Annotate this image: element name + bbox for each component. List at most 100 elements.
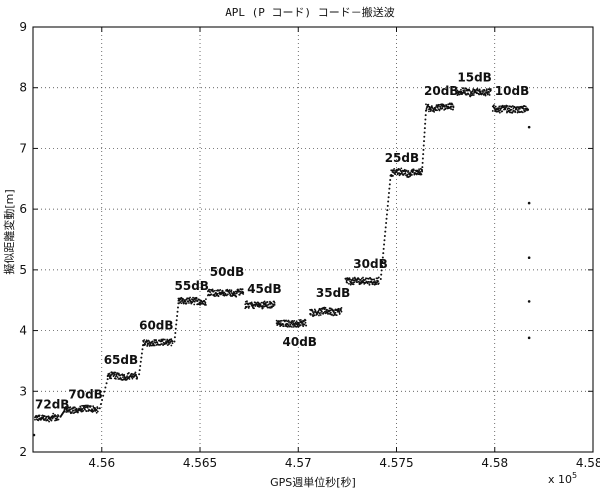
data-point <box>501 110 504 113</box>
data-point <box>286 325 289 328</box>
data-point <box>527 201 531 205</box>
data-point <box>386 204 389 207</box>
data-point <box>524 110 527 112</box>
data-point <box>138 373 141 376</box>
data-point <box>316 313 319 316</box>
data-point <box>176 310 179 313</box>
data-point <box>433 110 436 113</box>
data-point <box>205 298 207 301</box>
data-point <box>527 109 530 111</box>
data-point <box>168 343 170 346</box>
data-point <box>260 301 263 304</box>
data-point <box>309 313 312 316</box>
x-exponent-base: x 10 <box>548 473 572 486</box>
data-point <box>353 276 356 279</box>
annotation-label: 25dB <box>385 151 419 165</box>
data-point <box>452 108 454 111</box>
data-point <box>422 148 425 151</box>
data-point <box>258 305 261 308</box>
data-point <box>431 107 434 109</box>
data-point <box>349 278 352 281</box>
data-point <box>227 293 229 296</box>
data-point <box>292 325 295 328</box>
data-point <box>373 280 376 282</box>
data-point <box>138 369 141 372</box>
data-point <box>123 374 126 377</box>
data-point <box>488 94 491 96</box>
data-point <box>82 409 85 412</box>
data-point <box>238 293 241 296</box>
data-point <box>251 302 254 305</box>
data-point <box>113 373 116 376</box>
data-point <box>191 301 194 304</box>
data-point <box>368 283 371 286</box>
data-point <box>394 173 397 176</box>
data-point <box>422 153 425 156</box>
data-point <box>527 300 531 303</box>
data-point <box>153 344 156 347</box>
data-point <box>177 302 180 305</box>
x-exponent-label: x 105 <box>548 471 577 486</box>
data-point <box>527 336 531 340</box>
data-point <box>102 394 105 397</box>
data-point <box>506 111 508 114</box>
data-point <box>464 91 466 93</box>
data-point <box>479 90 482 93</box>
data-point <box>421 161 424 164</box>
data-point <box>52 412 55 415</box>
data-point <box>329 311 332 314</box>
data-point <box>387 200 390 203</box>
data-point <box>467 93 470 96</box>
data-point <box>373 278 376 281</box>
data-point <box>510 108 513 111</box>
data-point <box>57 418 60 421</box>
data-point <box>313 314 316 317</box>
data-point <box>287 324 290 327</box>
data-point <box>166 344 169 347</box>
data-point <box>95 409 98 412</box>
data-point <box>380 273 383 276</box>
data-point <box>69 406 72 409</box>
data-point <box>444 107 447 110</box>
data-point <box>302 325 305 328</box>
data-point <box>424 114 427 117</box>
data-point <box>92 405 95 408</box>
data-point <box>323 308 326 311</box>
x-tick-label: 4.57 <box>285 456 312 470</box>
data-point <box>230 289 233 292</box>
data-point <box>377 276 380 279</box>
data-point <box>412 171 415 173</box>
data-point <box>514 110 517 113</box>
data-point <box>421 166 424 169</box>
plot-frame <box>32 26 594 453</box>
data-point <box>506 105 509 107</box>
data-point <box>508 107 511 110</box>
data-point <box>79 407 82 410</box>
data-point <box>170 338 173 341</box>
data-point <box>345 278 347 280</box>
data-point <box>377 282 380 285</box>
data-point <box>193 300 196 303</box>
data-point <box>386 209 389 212</box>
data-point <box>345 279 348 282</box>
data-point <box>436 106 439 109</box>
data-point <box>122 376 124 379</box>
data-point <box>96 410 99 413</box>
data-point <box>237 289 240 292</box>
data-point <box>180 302 183 305</box>
data-point <box>71 411 73 414</box>
data-point <box>421 168 423 171</box>
data-point <box>338 310 341 313</box>
annotation-label: 65dB <box>104 353 138 367</box>
data-point <box>484 90 486 92</box>
data-point <box>486 93 489 96</box>
data-point <box>273 301 276 304</box>
data-point <box>179 301 182 303</box>
annotation-label: 15dB <box>457 71 491 85</box>
data-point <box>151 340 154 343</box>
data-point <box>297 326 300 328</box>
data-point <box>383 243 386 246</box>
data-point <box>393 167 396 170</box>
data-point <box>460 88 462 91</box>
data-point <box>456 89 459 92</box>
